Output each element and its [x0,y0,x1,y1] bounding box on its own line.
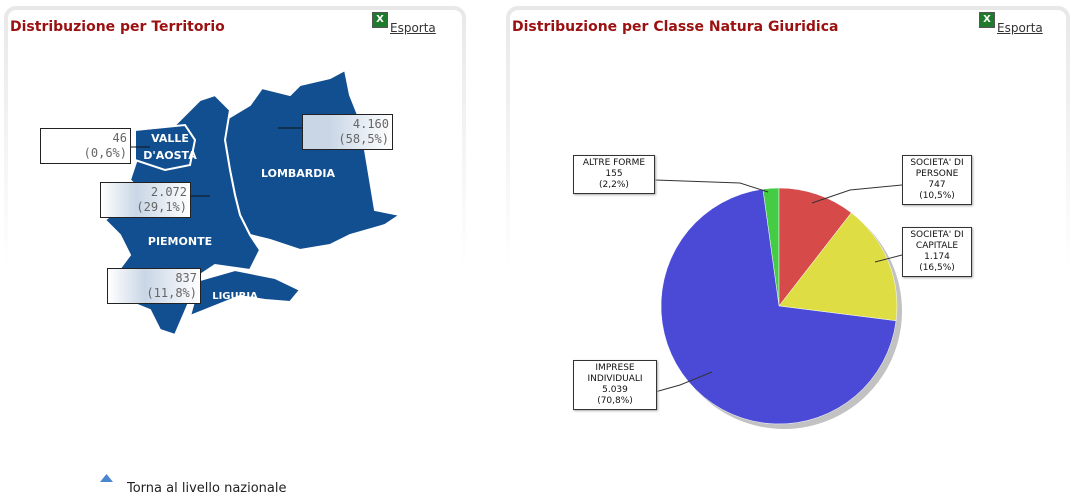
share-label: (10,5%) [919,191,955,201]
category: IMPRESE INDIVIDUALI [587,363,643,384]
value-box: 2.072 (29,1%) [100,182,191,218]
pie [660,187,898,425]
panel-title: Distribuzione per Classe Natura Giuridic… [512,19,839,35]
leader-line [811,184,903,204]
value-label: 155 [605,169,623,179]
up-icon [100,474,113,482]
share: (58,5%) [338,132,389,146]
region-name: LIGURIA [212,291,258,302]
share: (0,6%) [83,146,127,160]
leader-line [874,254,903,263]
export-link[interactable]: Esporta [390,21,436,35]
pie-label: IMPRESE INDIVIDUALI 5.039 (70,8%) [573,360,657,410]
pie-leaders [654,179,903,393]
region-name: PIEMONTE [147,235,213,248]
excel-icon: X [372,12,388,28]
map-leaders [130,127,302,197]
leader-line [654,179,769,193]
panel-title: Distribuzione per Territorio [10,19,225,35]
share-label: (2,2%) [599,180,629,190]
value-label: 5.039 [602,385,628,395]
share-label: (16,5%) [919,263,955,273]
excel-icon: X [979,12,995,28]
pie-label: SOCIETA' DI CAPITALE 1.174 (16,5%) [902,227,972,277]
value-label: 747 [928,180,946,190]
category: SOCIETA' DI CAPITALE [910,230,964,251]
leader-line [654,371,713,393]
value-box: 46 (0,6%) [40,128,131,164]
back-link[interactable]: Torna al livello nazionale [127,481,287,496]
pie-slice [778,187,852,307]
pie-slice [660,188,897,425]
region-name: LOMBARDIA [260,167,336,180]
category: ALTRE FORME [582,158,646,168]
value-box: 4.160 (58,5%) [302,114,393,150]
category: SOCIETA' DI PERSONE [910,158,964,179]
value: 2.072 [150,185,187,199]
pie-slice [778,212,898,322]
value-box: 837 (11,8%) [107,268,201,304]
pie-label: ALTRE FORME 155 (2,2%) [573,155,655,194]
region-lombardia [224,68,403,252]
region-name: VALLE D'AOSTA [143,132,197,162]
share-label: (70,8%) [597,396,633,406]
value-label: 1.174 [924,252,950,262]
value: 46 [112,131,127,145]
value: 837 [175,271,197,285]
pie-label: SOCIETA' DI PERSONE 747 (10,5%) [902,155,972,205]
region-valle-daosta [134,123,197,172]
share: (11,8%) [146,286,197,300]
share: (29,1%) [136,200,187,214]
value: 4.160 [352,117,389,131]
region-liguria [188,268,302,318]
export-link[interactable]: Esporta [997,21,1043,35]
